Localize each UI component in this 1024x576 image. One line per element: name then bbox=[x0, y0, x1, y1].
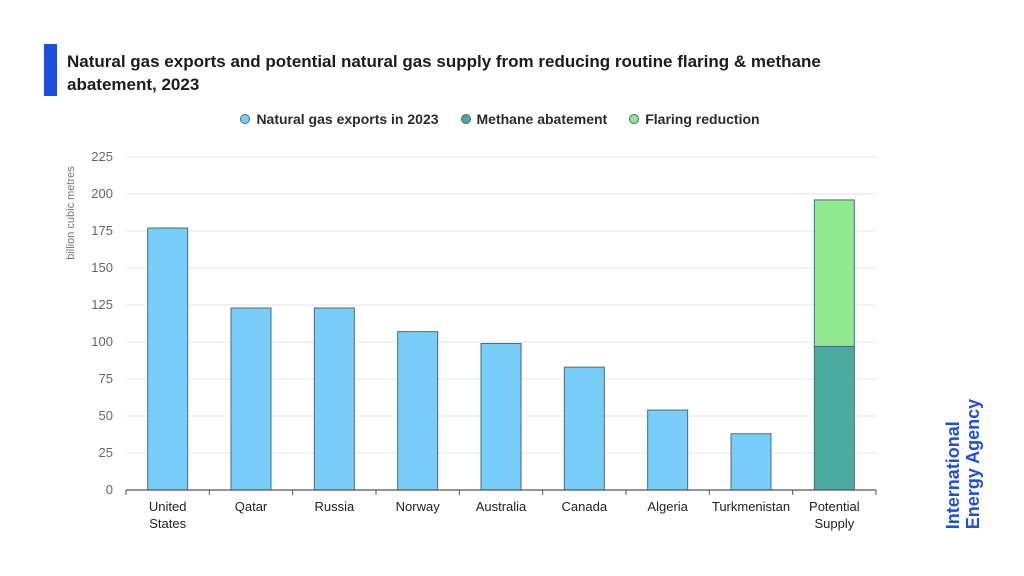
y-tick-label: 0 bbox=[106, 482, 113, 497]
x-tick-label: Turkmenistan bbox=[712, 499, 790, 514]
bar-exports bbox=[230, 307, 272, 491]
logo-line-1: International bbox=[943, 421, 963, 530]
y-tick-label: 25 bbox=[99, 445, 113, 460]
bar-exports bbox=[313, 307, 355, 491]
bar-exports bbox=[147, 227, 189, 491]
legend-label-exports: Natural gas exports in 2023 bbox=[256, 111, 439, 127]
y-tick-label: 125 bbox=[91, 297, 113, 312]
chart-title: Natural gas exports and potential natura… bbox=[67, 52, 821, 94]
title-accent-bar bbox=[44, 44, 57, 96]
logo-line-2: Energy Agency bbox=[963, 398, 983, 530]
x-tick-label: Norway bbox=[396, 499, 441, 514]
legend-item-methane[interactable]: Methane abatement bbox=[460, 111, 608, 127]
y-tick-label: 100 bbox=[91, 334, 113, 349]
legend-swatch-exports bbox=[240, 114, 251, 124]
x-tick-label: Russia bbox=[314, 499, 355, 514]
y-tick-label: 200 bbox=[91, 186, 113, 201]
iea-logo: International Energy Agency bbox=[943, 399, 983, 529]
x-tick-label: Algeria bbox=[647, 499, 688, 514]
bar-methane bbox=[813, 345, 855, 491]
bar-exports bbox=[563, 366, 605, 491]
legend-label-flaring: Flaring reduction bbox=[645, 111, 760, 127]
legend-item-flaring[interactable]: Flaring reduction bbox=[629, 111, 760, 127]
bar-exports bbox=[730, 433, 772, 491]
legend-item-exports[interactable]: Natural gas exports in 2023 bbox=[240, 111, 439, 127]
y-tick-label: 75 bbox=[99, 371, 113, 386]
legend-swatch-flaring bbox=[629, 114, 640, 124]
x-tick-label: Qatar bbox=[235, 499, 268, 514]
legend-label-methane: Methane abatement bbox=[476, 111, 608, 127]
y-tick-label: 225 bbox=[91, 149, 113, 164]
bar-exports bbox=[647, 409, 689, 491]
legend: Natural gas exports in 2023 Methane abat… bbox=[0, 111, 1000, 127]
legend-swatch-methane bbox=[460, 114, 471, 124]
bar-flaring bbox=[813, 199, 855, 347]
bar-exports bbox=[480, 342, 522, 491]
x-tick-label: Potential Supply bbox=[809, 499, 860, 531]
y-tick-label: 175 bbox=[91, 223, 113, 238]
x-tick-label: United States bbox=[149, 499, 187, 531]
x-tick-label: Australia bbox=[476, 499, 527, 514]
y-tick-label: 150 bbox=[91, 260, 113, 275]
x-tick-label: Canada bbox=[562, 499, 608, 514]
y-tick-label: 50 bbox=[99, 408, 113, 423]
bar-exports bbox=[397, 331, 439, 491]
